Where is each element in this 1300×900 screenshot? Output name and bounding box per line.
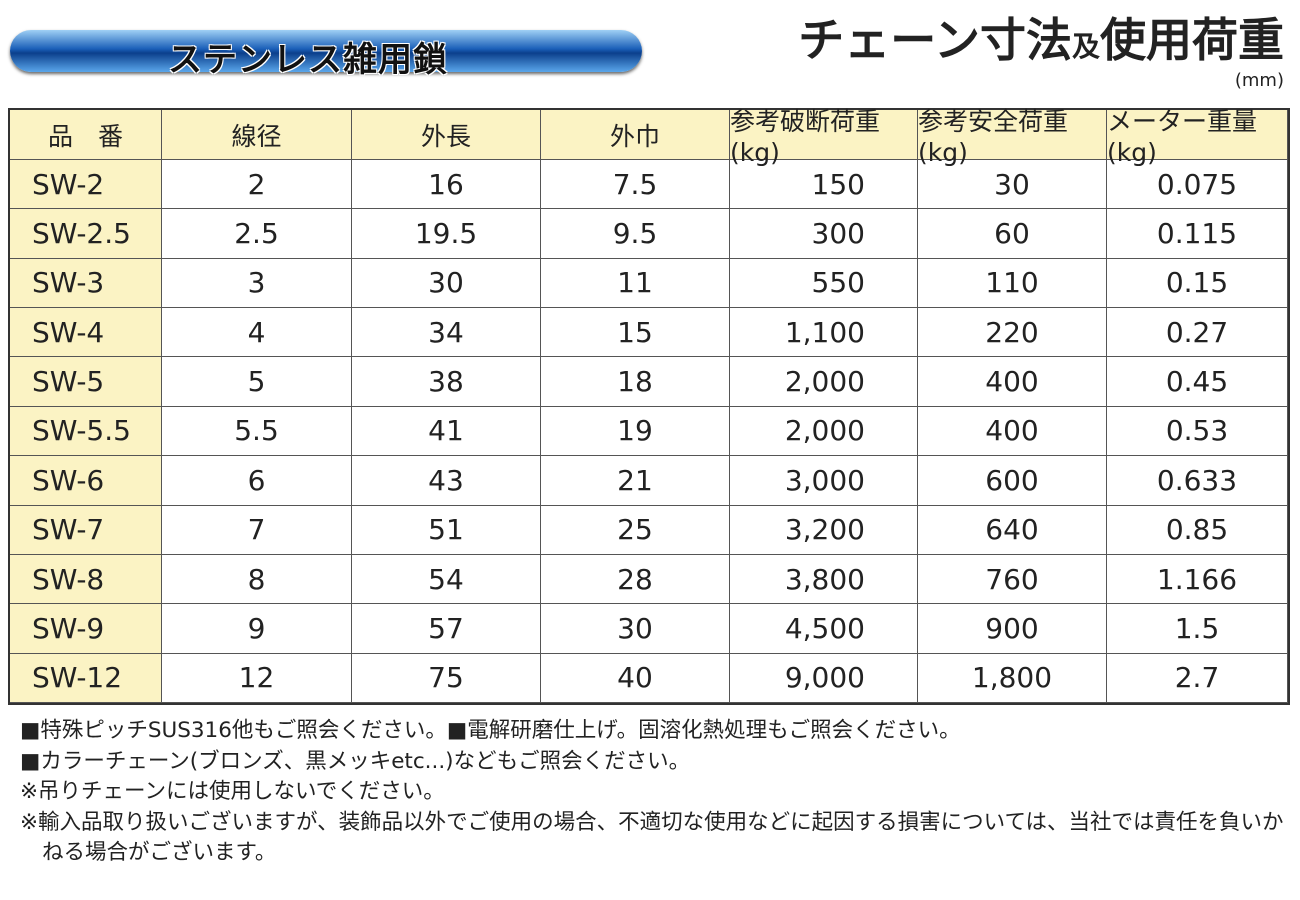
table-cell: 1.166 xyxy=(1107,554,1288,605)
table-cell: 2.7 xyxy=(1107,653,1288,703)
table-cell: 12 xyxy=(162,653,352,703)
unit: (mm) xyxy=(1234,70,1284,91)
table-cell: 6 xyxy=(162,456,352,506)
table-cell: 400 xyxy=(918,357,1107,407)
notes: ■特殊ピッチSUS316他もご照会ください。■電解研磨仕上げ。固溶化熱処理もご照… xyxy=(20,716,1292,869)
banner: ステンレス雑用鎖 xyxy=(10,30,642,80)
table-cell: 30 xyxy=(918,160,1107,210)
header-cell: メーター重量(kg) xyxy=(1107,107,1288,167)
table-cell: 43 xyxy=(352,456,541,506)
table-cell: 9.5 xyxy=(541,209,730,259)
table-cell: 5 xyxy=(162,357,352,407)
table-cell: SW-4 xyxy=(10,308,162,358)
table-cell: 34 xyxy=(352,308,541,358)
table-cell: 60 xyxy=(918,209,1107,259)
note: ■特殊ピッチSUS316他もご照会ください。■電解研磨仕上げ。固溶化熱処理もご照… xyxy=(20,718,961,743)
table-cell: 8 xyxy=(162,554,352,605)
table-cell: 3 xyxy=(162,258,352,309)
title: チェーン寸法及使用荷重 xyxy=(798,4,1284,70)
table-cell: SW-2.5 xyxy=(10,209,162,259)
table-cell: 220 xyxy=(918,308,1107,358)
note: ■カラーチェーン(ブロンズ、黒メッキetc...)などもご照会ください。 xyxy=(20,748,691,774)
table-cell: 0.075 xyxy=(1107,160,1288,210)
note: ※輸入品取り扱いございますが、装飾品以外でご使用の場合、不適切な使用などに起因す… xyxy=(20,809,1284,866)
table-cell: 600 xyxy=(918,456,1107,506)
header-cell: 外巾 xyxy=(541,110,730,160)
table-cell: 28 xyxy=(541,554,730,605)
table-cell: 0.27 xyxy=(1107,308,1288,358)
table-cell: SW-2 xyxy=(10,160,162,210)
table-cell: 640 xyxy=(918,505,1107,555)
table-cell: 40 xyxy=(541,653,730,703)
table-cell: 0.85 xyxy=(1107,505,1288,555)
table-cell: SW-9 xyxy=(10,604,162,654)
table-cell: SW-6 xyxy=(10,456,162,506)
table-cell: 110 xyxy=(918,258,1107,309)
table-cell: 75 xyxy=(352,653,541,703)
table-cell: 38 xyxy=(352,357,541,407)
table-cell: 51 xyxy=(352,505,541,555)
table-cell: 2 xyxy=(162,160,352,210)
table-cell: 19 xyxy=(541,406,730,457)
table-cell: 30 xyxy=(541,604,730,654)
table-cell: 25 xyxy=(541,505,730,555)
table-cell: 1.5 xyxy=(1107,604,1288,654)
table-cell: 1,800 xyxy=(918,653,1107,703)
table-cell: 4,500 xyxy=(730,604,918,654)
table-cell: 760 xyxy=(918,554,1107,605)
table-cell: 5.5 xyxy=(162,406,352,457)
table-cell: 0.115 xyxy=(1107,209,1288,259)
table-cell: 3,200 xyxy=(730,505,918,555)
header-cell: 品 番 xyxy=(10,110,162,160)
note: ※吊りチェーンには使用しないでください。 xyxy=(20,779,445,804)
table-cell: 4 xyxy=(162,308,352,358)
table-cell: 400 xyxy=(918,406,1107,457)
table-cell: 54 xyxy=(352,554,541,605)
table-cell: 21 xyxy=(541,456,730,506)
table-cell: 18 xyxy=(541,357,730,407)
table-cell: 2.5 xyxy=(162,209,352,259)
table-cell: 2,000 xyxy=(730,357,918,407)
table-cell: 0.53 xyxy=(1107,406,1288,457)
table-cell: 11 xyxy=(541,258,730,309)
table-cell: 41 xyxy=(352,406,541,457)
table-cell: 19.5 xyxy=(352,209,541,259)
table-cell: SW-8 xyxy=(10,554,162,605)
table-cell: 0.45 xyxy=(1107,357,1288,407)
banner-text: ステンレス雑用鎖 xyxy=(168,40,448,80)
spec-table: 品 番線径 外長 外巾 参考破断荷重(kg) 参考安全荷重(kg) メーター重量(kg) S… xyxy=(8,107,1290,705)
table-cell: 3,800 xyxy=(730,554,918,605)
table-cell: 150 xyxy=(730,160,918,210)
table-cell: 0.15 xyxy=(1107,258,1288,309)
header-cell: 外長 xyxy=(352,110,541,160)
table-cell: 9 xyxy=(162,604,352,654)
header-cell: 参考破断荷重(kg) xyxy=(730,107,918,167)
table-cell: 1,100 xyxy=(730,308,918,358)
table-cell: 550 xyxy=(730,258,918,309)
table-cell: 30 xyxy=(352,258,541,309)
table-cell: 9,000 xyxy=(730,653,918,703)
title-part: 及 xyxy=(1071,30,1100,63)
table-cell: 2,000 xyxy=(730,406,918,457)
title-part: チェーン寸法 xyxy=(798,13,1072,67)
header-cell: 参考安全荷重(kg) xyxy=(918,107,1107,167)
table-cell: SW-5 xyxy=(10,357,162,407)
table-cell: 0.633 xyxy=(1107,456,1288,506)
title-part: 使用荷重 xyxy=(1100,13,1284,67)
table-cell: SW-12 xyxy=(10,653,162,703)
table-cell: 3,000 xyxy=(730,456,918,506)
table-cell: 7 xyxy=(162,505,352,555)
table-cell: 57 xyxy=(352,604,541,654)
table-cell: SW-3 xyxy=(10,258,162,309)
table-cell: 7.5 xyxy=(541,160,730,210)
table-cell: SW-5.5 xyxy=(10,406,162,457)
table-cell: SW-7 xyxy=(10,505,162,555)
table-cell: 300 xyxy=(730,209,918,259)
table-cell: 15 xyxy=(541,308,730,358)
table-cell: 900 xyxy=(918,604,1107,654)
table-cell: 16 xyxy=(352,160,541,210)
header-cell: 線径 xyxy=(162,110,352,160)
